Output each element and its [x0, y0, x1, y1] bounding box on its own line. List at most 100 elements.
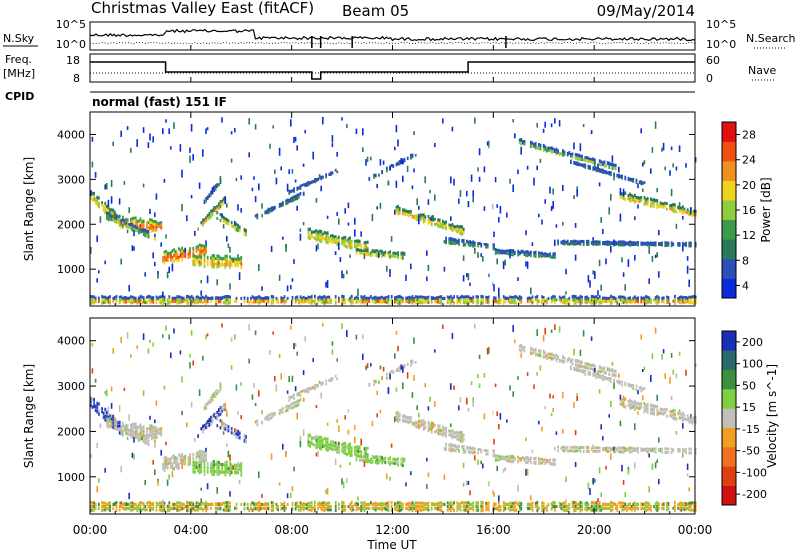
velocity-cell: [650, 403, 652, 407]
power-cell: [648, 241, 651, 246]
velocity-cell: [333, 441, 335, 445]
power-cell: [555, 298, 558, 302]
power-cell: [318, 298, 321, 302]
velocity-cell: [653, 505, 655, 508]
velocity-cell: [98, 402, 100, 406]
power-cell: [357, 296, 359, 300]
velocity-cell: [322, 323, 324, 327]
velocity-cell: [237, 461, 239, 466]
power-cell: [610, 171, 612, 174]
velocity-cell: [363, 447, 366, 451]
velocity-cell: [227, 470, 230, 475]
velocity-cell: [547, 459, 550, 464]
velocity-cell: [685, 369, 687, 376]
velocity-cell: [291, 506, 294, 511]
power-cell: [566, 298, 569, 302]
velocity-cell: [606, 450, 609, 453]
velocity-cell: [376, 461, 379, 465]
power-cell: [632, 180, 635, 183]
power-cell: [493, 243, 495, 247]
power-cell: [243, 227, 246, 232]
velocity-cell: [411, 508, 414, 512]
power-cell: [534, 298, 537, 302]
power-cell: [554, 252, 556, 256]
velocity-cell: [637, 402, 639, 406]
velocity-cell: [90, 508, 92, 513]
velocity-cell: [398, 366, 401, 369]
power-cell: [410, 209, 412, 213]
velocity-cell: [451, 432, 454, 436]
power-cell: [584, 158, 587, 162]
power-cell: [109, 208, 111, 212]
velocity-cell: [355, 454, 358, 458]
velocity-cell: [259, 502, 262, 506]
velocity-cell: [637, 450, 639, 454]
power-cell: [405, 274, 407, 281]
power-cell: [664, 201, 667, 205]
velocity-cell: [603, 447, 606, 452]
velocity-cell: [667, 502, 670, 506]
velocity-cell: [144, 508, 147, 512]
velocity-cell: [374, 508, 377, 512]
power-cell: [235, 228, 238, 232]
velocity-cell: [429, 396, 431, 402]
velocity-cell: [211, 463, 214, 467]
power-cell: [414, 214, 417, 218]
velocity-cell: [397, 501, 399, 505]
velocity-cell: [597, 506, 599, 510]
power-cell: [565, 301, 567, 305]
velocity-cell: [464, 504, 467, 509]
velocity-cell: [222, 426, 225, 431]
velocity-cell: [181, 465, 183, 469]
velocity-cell: [226, 463, 228, 468]
power-cell: [563, 153, 566, 156]
power-cell: [334, 238, 337, 242]
velocity-cell: [363, 504, 366, 509]
power-cell: [606, 299, 609, 303]
velocity-cell: [442, 433, 444, 437]
power-cell: [422, 298, 425, 302]
power-cell: [192, 250, 195, 254]
power-cell: [126, 224, 129, 229]
velocity-cell: [146, 427, 148, 431]
velocity-cell: [552, 500, 555, 505]
velocity-cell: [611, 368, 614, 373]
power-cell: [621, 295, 623, 299]
power-cell: [544, 145, 547, 149]
power-cell: [112, 211, 115, 216]
power-cell: [565, 240, 567, 245]
velocity-cell: [192, 467, 195, 471]
velocity-cell: [290, 406, 292, 410]
power-cell: [342, 236, 345, 240]
power-cell: [189, 254, 191, 258]
velocity-cell: [459, 431, 462, 435]
velocity-cell: [152, 429, 155, 433]
velocity-cell: [536, 353, 539, 357]
power-cell: [104, 298, 107, 302]
velocity-cell: [531, 347, 534, 351]
power-cell: [269, 207, 271, 211]
power-cell: [112, 218, 115, 222]
velocity-cell: [590, 364, 593, 367]
power-cell: [622, 301, 625, 305]
power-cell: [531, 301, 534, 305]
velocity-cell: [189, 457, 191, 461]
velocity-cell: [430, 421, 433, 426]
power-cell: [579, 154, 582, 158]
velocity-cell: [634, 462, 636, 469]
velocity-cell: [683, 501, 686, 505]
power-cell: [163, 301, 166, 305]
power-cell: [624, 296, 627, 300]
power-cell: [520, 299, 523, 304]
power-cell: [606, 240, 609, 244]
velocity-cell: [187, 459, 190, 463]
velocity-cell: [360, 455, 363, 459]
velocity-cell: [464, 449, 467, 454]
power-cell: [306, 296, 308, 300]
velocity-cell: [301, 502, 303, 506]
velocity-cell: [470, 381, 473, 386]
power-cell: [325, 281, 327, 288]
power-cell: [131, 216, 134, 221]
power-cell: [586, 159, 588, 163]
power-cell: [362, 251, 364, 255]
